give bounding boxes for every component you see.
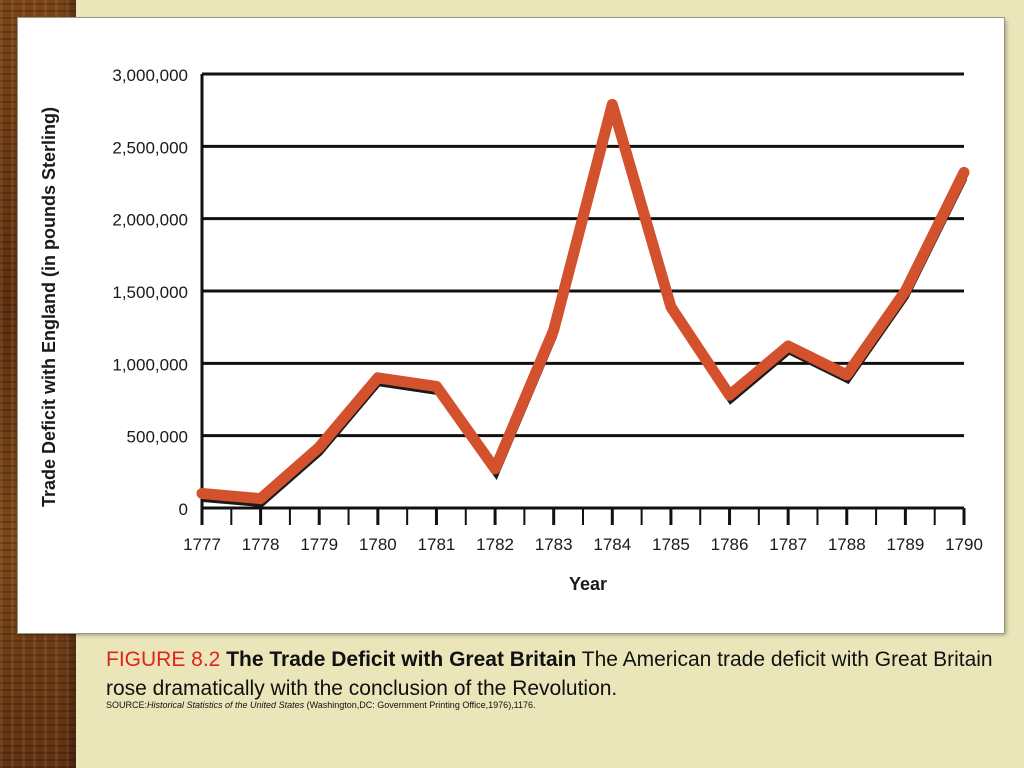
x-tick-label: 1777 <box>183 535 221 554</box>
x-axis-label: Year <box>569 574 607 594</box>
x-tick-label: 1783 <box>535 535 573 554</box>
x-tick-label: 1778 <box>242 535 280 554</box>
figure-caption: FIGURE 8.2 The Trade Deficit with Great … <box>106 645 1006 703</box>
x-tick-label: 1784 <box>593 535 631 554</box>
x-tick-label: 1779 <box>300 535 338 554</box>
source-title: Historical Statistics of the United Stat… <box>147 700 305 710</box>
y-tick-label: 1,500,000 <box>112 283 188 302</box>
source-details: (Washington,DC: Government Printing Offi… <box>304 700 536 710</box>
series-line-trade-deficit <box>196 98 970 505</box>
source-note: SOURCE:Historical Statistics of the Unit… <box>106 700 1006 710</box>
y-tick-labels: 0 500,000 1,000,000 1,500,000 2,000,000 2,500… <box>112 66 188 519</box>
x-tick-label: 1787 <box>769 535 807 554</box>
x-tick-label: 1782 <box>476 535 514 554</box>
figure-description: The American trade deficit with Great Br… <box>106 648 993 700</box>
x-tick-label: 1790 <box>945 535 983 554</box>
trade-deficit-line-chart: 0 500,000 1,000,000 1,500,000 2,000,000 2,500… <box>39 66 983 594</box>
y-tick-label: 1,000,000 <box>112 355 188 374</box>
x-tick-label: 1786 <box>711 535 749 554</box>
x-tick-label: 1785 <box>652 535 690 554</box>
y-tick-label: 2,000,000 <box>112 211 188 230</box>
x-tick-label: 1780 <box>359 535 397 554</box>
x-axis <box>200 74 966 525</box>
figure-title: The Trade Deficit with Great Britain <box>226 648 577 671</box>
y-tick-label: 0 <box>179 500 188 519</box>
x-tick-labels: 1777 1778 1779 1780 1781 1782 1783 1784 1785 1786… <box>183 535 983 554</box>
chart-card: 0 500,000 1,000,000 1,500,000 2,000,000 2,500… <box>18 18 1004 633</box>
y-tick-label: 2,500,000 <box>112 138 188 157</box>
y-axis-label: Trade Deficit with England (in pounds St… <box>39 107 59 507</box>
y-tick-label: 3,000,000 <box>112 66 188 85</box>
x-tick-label: 1788 <box>828 535 866 554</box>
y-tick-label: 500,000 <box>127 428 188 447</box>
figure-number: FIGURE 8.2 <box>106 648 221 671</box>
x-tick-label: 1789 <box>886 535 924 554</box>
source-prefix: SOURCE: <box>106 700 148 710</box>
x-tick-label: 1781 <box>418 535 456 554</box>
